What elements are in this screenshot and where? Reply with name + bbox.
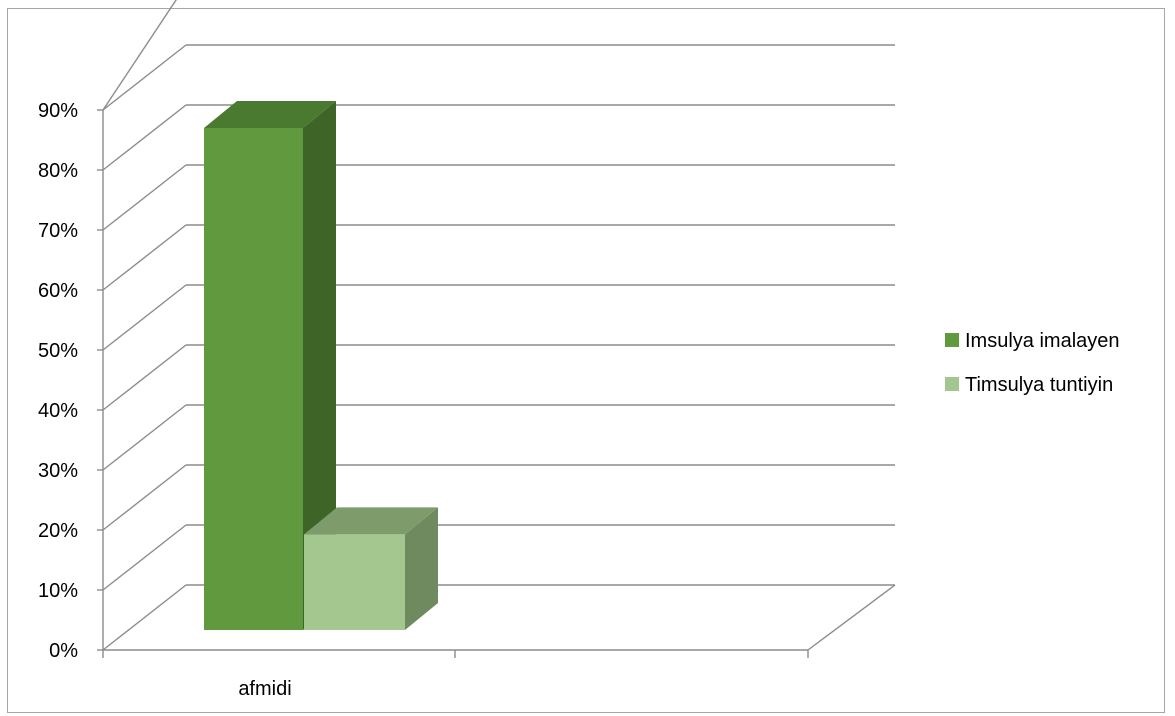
y-tick-label: 80%	[38, 160, 78, 182]
x-tick-labels: afmidi	[238, 678, 291, 700]
side-wall-gridline	[102, 524, 187, 591]
side-wall-gridline	[102, 104, 187, 171]
y-tick-labels: 0% 10% 20% 30% 40% 50% 60% 70% 80% 90%	[38, 100, 78, 662]
bar-timsulya-tuntiyin	[304, 507, 438, 630]
bar-side	[303, 101, 336, 630]
floor-left-edge	[102, 584, 187, 651]
bar-top	[304, 507, 438, 535]
side-wall-gridline	[102, 0, 177, 111]
side-wall-gridline	[102, 284, 187, 351]
bar-side	[405, 507, 438, 630]
side-wall-gridline	[102, 464, 187, 531]
side-wall-gridline	[102, 404, 187, 471]
y-tick-label: 0%	[49, 640, 78, 662]
legend-swatch	[945, 333, 959, 347]
y-tick-label: 50%	[38, 340, 78, 362]
bar-imsulya-imalayen	[204, 101, 336, 630]
legend-label: Imsulya imalayen	[965, 330, 1120, 352]
y-tick-label: 60%	[38, 280, 78, 302]
bar-front	[304, 534, 405, 630]
legend-label: Timsulya tuntiyin	[965, 374, 1113, 396]
y-tick-label: 30%	[38, 460, 78, 482]
side-wall-gridline	[102, 164, 187, 231]
chart-frame	[7, 8, 1165, 713]
legend-swatch	[945, 377, 959, 391]
floor-right-edge	[807, 584, 896, 651]
side-wall-gridline	[102, 344, 187, 411]
x-tick-label: afmidi	[238, 678, 291, 700]
y-tick-label: 70%	[38, 220, 78, 242]
bars	[204, 101, 438, 630]
y-tick-label: 40%	[38, 400, 78, 422]
side-wall-gridline	[102, 44, 187, 111]
y-tick-label: 10%	[38, 580, 78, 602]
bar-front	[204, 128, 303, 630]
y-tick-label: 90%	[38, 100, 78, 122]
bar-top	[204, 101, 336, 128]
side-wall-gridline	[102, 224, 187, 291]
legend: Imsulya imalayen Timsulya tuntiyin	[945, 330, 1120, 396]
y-tick-label: 20%	[38, 520, 78, 542]
